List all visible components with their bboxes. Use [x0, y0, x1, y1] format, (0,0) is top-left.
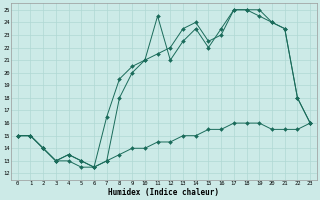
X-axis label: Humidex (Indice chaleur): Humidex (Indice chaleur)	[108, 188, 220, 197]
